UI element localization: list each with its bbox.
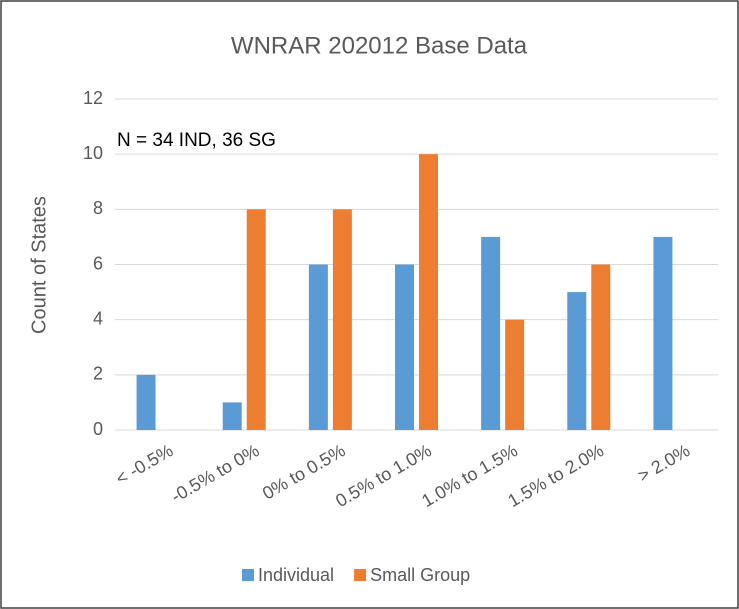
- y-tick-label: 8: [93, 198, 103, 218]
- bar: [395, 264, 414, 430]
- bar: [653, 236, 673, 430]
- y-tick-label: 10: [83, 143, 103, 163]
- chart-title: WNRAR 202012 Base Data: [231, 32, 528, 59]
- bar: [136, 374, 156, 430]
- legend-label: Individual: [258, 565, 334, 585]
- bar: [481, 236, 501, 430]
- y-axis-label: Count of States: [28, 196, 50, 334]
- y-tick-label: 4: [93, 308, 103, 328]
- bar: [591, 264, 611, 430]
- bar: [246, 209, 266, 430]
- bar: [505, 319, 525, 430]
- annotation: N = 34 IND, 36 SG: [117, 130, 276, 151]
- legend-swatch: [354, 569, 367, 581]
- bar: [419, 154, 438, 430]
- bar: [308, 264, 328, 430]
- y-tick-label: 0: [93, 419, 103, 439]
- y-tick-label: 2: [93, 364, 103, 384]
- legend-swatch: [242, 569, 254, 581]
- bar: [222, 402, 242, 430]
- y-tick-label: 6: [93, 253, 103, 273]
- y-tick-label: 12: [83, 88, 103, 108]
- bar: [332, 209, 352, 430]
- bar: [567, 292, 587, 430]
- legend-label: Small Group: [370, 565, 470, 585]
